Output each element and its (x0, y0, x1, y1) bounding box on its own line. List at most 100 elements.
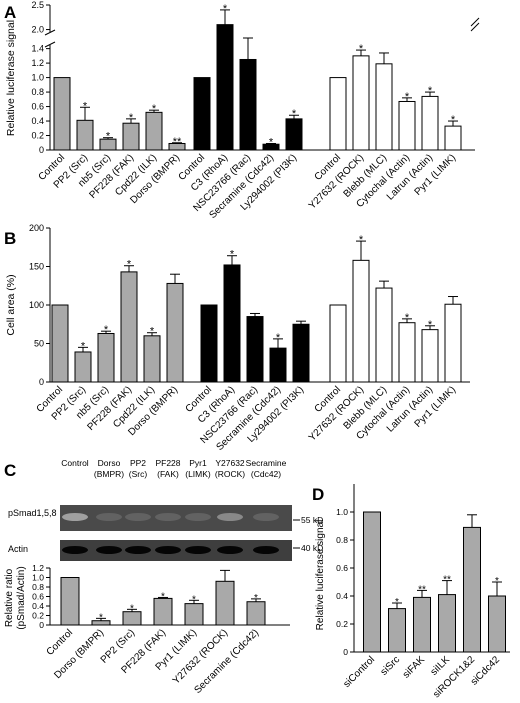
blot-signal (125, 513, 151, 521)
bar (285, 118, 303, 151)
y-tick-label: 0 (343, 647, 348, 657)
y-tick-label: 0.8 (31, 87, 44, 97)
bar (60, 577, 80, 626)
significance-mark: * (223, 3, 228, 15)
axis-break-mark (470, 17, 480, 27)
bar (421, 329, 439, 383)
significance-mark: ** (418, 584, 426, 595)
blot-lane-label: PF228 (155, 458, 180, 468)
y-tick-label: 0.6 (336, 563, 348, 573)
significance-mark: * (81, 340, 86, 352)
bar (292, 323, 310, 383)
axis-break-mark (44, 41, 56, 48)
bar (184, 603, 204, 626)
significance-mark: * (359, 43, 364, 55)
blot-lane-label: (ROCK) (215, 469, 245, 479)
bar (76, 119, 94, 151)
bar (488, 595, 506, 653)
significance-mark: * (83, 100, 88, 112)
significance-mark: * (269, 136, 274, 148)
significance-mark: * (395, 597, 399, 608)
significance-mark: ** (173, 136, 182, 148)
bar (74, 351, 92, 383)
y-axis-title: (pSmad/Actin) (16, 566, 27, 629)
bar (388, 608, 406, 653)
y-axis-title: Cell area (%) (5, 274, 17, 335)
y-tick-label: 0.6 (31, 102, 44, 112)
blot-lane-label: Control (61, 458, 89, 468)
y-tick-label: 1.0 (31, 73, 44, 83)
blot-lane-label: Pyr1 (189, 458, 207, 468)
bar (352, 55, 370, 151)
blot-band-psmad (60, 505, 292, 531)
bar (97, 332, 115, 383)
blot-signal (217, 546, 243, 554)
bar (143, 335, 161, 383)
bar (145, 111, 163, 151)
y-tick-label: 2.5 (31, 0, 44, 10)
blot-lane-label: (LIMK) (185, 469, 211, 479)
bar (463, 526, 481, 653)
tick-label: siControl (341, 654, 377, 690)
significance-mark: * (129, 112, 134, 124)
blot-lane-label: (BMPR) (94, 469, 124, 479)
bar (398, 100, 416, 151)
blot-signal (96, 513, 122, 521)
blot-signal (62, 546, 88, 554)
bar (51, 304, 69, 383)
bar (413, 596, 431, 653)
y-tick-label: 0.2 (32, 611, 44, 621)
y-tick-label: 0.2 (336, 619, 348, 629)
blot-signal (125, 546, 151, 554)
y-tick-label: 200 (29, 223, 44, 233)
bar (53, 77, 71, 151)
axis-break-mark (44, 29, 56, 36)
y-tick-label: 0.4 (31, 116, 44, 126)
significance-mark: * (104, 324, 109, 336)
blot-lane-label: Y27632 (215, 458, 245, 468)
blot-signal (62, 513, 88, 521)
blot-lane-label: (Cdc42) (251, 469, 281, 479)
bar (166, 282, 184, 383)
bar (375, 287, 393, 383)
bar (363, 511, 381, 653)
y-axis-title: Relative ratio (4, 568, 15, 627)
significance-mark: * (428, 319, 433, 331)
blot-signal (185, 513, 211, 521)
significance-mark: * (276, 332, 281, 344)
tick-label: siSrc (379, 654, 403, 678)
bar (239, 58, 257, 151)
y-axis-title: Relative luciferase signal (5, 20, 17, 136)
blot-lane-label: (FAK) (157, 469, 179, 479)
blot-marker-label: 40 kD (301, 543, 323, 553)
significance-mark: * (359, 234, 364, 246)
y-tick-label: 0.8 (336, 535, 348, 545)
bar (375, 63, 393, 151)
bar (216, 24, 234, 151)
significance-mark: * (292, 108, 297, 120)
significance-mark: * (405, 312, 410, 324)
y-tick-label: 1.0 (336, 507, 348, 517)
bar (193, 77, 211, 151)
y-tick-label: 1.2 (32, 563, 44, 573)
panel-label-d: D (312, 485, 324, 504)
blot-signal (217, 513, 243, 521)
bar (269, 347, 287, 383)
significance-mark: * (428, 85, 433, 97)
bar (438, 594, 456, 653)
blot-signal (185, 546, 211, 554)
significance-mark: * (230, 249, 235, 261)
blot-signal (155, 546, 181, 554)
significance-mark: * (99, 612, 103, 623)
bar (246, 316, 264, 383)
tick-label: Control (45, 627, 76, 658)
significance-mark: * (495, 576, 499, 587)
panel-label-c: C (4, 461, 16, 480)
tick-label: Y27632 (ROCK) (171, 627, 230, 686)
significance-mark: * (161, 591, 165, 602)
blot-signal (253, 513, 279, 521)
y-axis-title: Relative luciferase signal (315, 520, 326, 631)
blot-lane-label: PP2 (130, 458, 146, 468)
significance-mark: * (127, 259, 132, 271)
